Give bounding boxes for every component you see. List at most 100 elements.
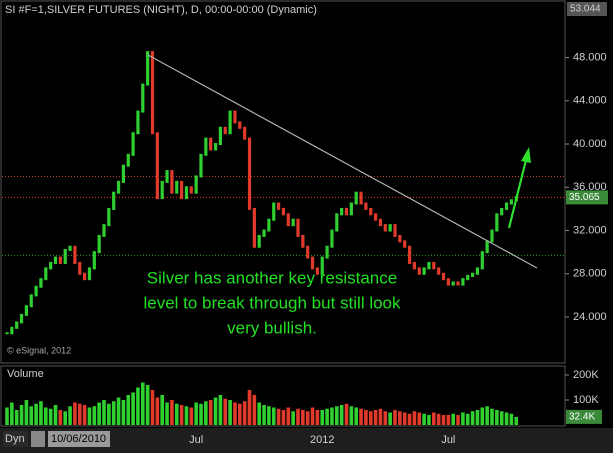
- volume-bar: [87, 407, 92, 425]
- price-bar: [495, 213, 499, 232]
- price-bar: [466, 274, 470, 281]
- volume-bar: [77, 403, 82, 425]
- y-tick-label: 28.000: [573, 268, 607, 280]
- volume-bar: [5, 407, 9, 425]
- price-bar: [209, 137, 213, 151]
- price-bar: [412, 261, 416, 270]
- price-bar: [480, 251, 484, 270]
- volume-bar: [160, 395, 164, 425]
- price-bar: [451, 281, 455, 286]
- volume-bar: [165, 402, 169, 425]
- last-price-box: [566, 190, 608, 205]
- volume-bar: [320, 410, 325, 425]
- y-tick-label: 36.000: [573, 181, 607, 193]
- trendline: [147, 54, 538, 269]
- volume-label: Volume: [7, 368, 44, 380]
- price-bar: [461, 278, 465, 286]
- volume-bar: [150, 390, 155, 425]
- price-bar: [369, 207, 373, 216]
- mode-icon[interactable]: [31, 431, 45, 447]
- price-bar: [378, 218, 383, 227]
- volume-bar: [378, 408, 383, 425]
- volume-bar: [252, 395, 257, 425]
- price-bar: [301, 234, 305, 248]
- volume-bar: [247, 390, 252, 425]
- volume-bar: [422, 413, 426, 425]
- price-bar: [417, 267, 421, 275]
- price-bar: [262, 229, 266, 237]
- volume-bar: [44, 407, 48, 425]
- price-bar: [189, 186, 193, 194]
- volume-bar: [39, 401, 43, 425]
- copyright: © eSignal, 2012: [7, 345, 71, 355]
- price-bar: [281, 207, 286, 216]
- price-bar: [78, 261, 82, 275]
- price-pane: [0, 0, 566, 364]
- volume-bar: [34, 403, 38, 425]
- price-bar: [335, 213, 339, 232]
- mode[interactable]: Dyn: [5, 433, 25, 445]
- volume-bar: [271, 407, 276, 425]
- volume-bar: [267, 406, 271, 425]
- price-bar: [228, 110, 232, 135]
- volume-bar: [10, 402, 14, 425]
- date-box: [48, 431, 110, 447]
- price-bar: [403, 240, 407, 248]
- price-bar: [441, 272, 446, 281]
- volume-bar: [14, 410, 19, 425]
- volume-bar: [402, 412, 407, 425]
- arrow-head: [521, 147, 531, 163]
- price-bar: [286, 213, 290, 227]
- price-bar: [471, 272, 475, 277]
- volume-bar: [48, 408, 53, 425]
- price-bar: [136, 110, 140, 135]
- volume-bar: [257, 402, 261, 425]
- annotation-line: level to break through but still look: [143, 293, 401, 312]
- volume-bar: [116, 397, 121, 425]
- price-bar: [475, 267, 480, 275]
- y-tick-label: 24.000: [573, 311, 607, 323]
- x-tick-label: Jul: [441, 434, 455, 446]
- volume-bar: [174, 403, 179, 425]
- price-bar: [349, 202, 353, 216]
- volume-bar: [136, 387, 140, 425]
- volume-bar: [465, 413, 470, 425]
- price-bar: [490, 229, 494, 243]
- price-bar: [267, 218, 271, 232]
- price-bar: [83, 272, 87, 281]
- price-bar: [44, 267, 48, 281]
- volume-pane: [0, 365, 566, 427]
- volume-bar: [388, 412, 392, 425]
- volume-bar: [204, 401, 208, 425]
- annotation: Silver has another key resistance level …: [143, 268, 401, 337]
- price-bar: [180, 180, 184, 200]
- volume-bar: [368, 411, 373, 425]
- price-bar: [68, 245, 72, 251]
- price-bar: [315, 267, 319, 275]
- price-bar: [340, 207, 344, 216]
- price-bar: [19, 313, 24, 324]
- mode-box[interactable]: [3, 431, 28, 447]
- price-bar: [49, 261, 53, 270]
- price-bar: [320, 256, 324, 275]
- volume-bar: [291, 411, 295, 425]
- volume-bar: [233, 402, 237, 425]
- volume-bar: [179, 405, 184, 425]
- price-bar: [485, 240, 489, 254]
- price-bar: [34, 285, 38, 297]
- volume-bar: [276, 408, 281, 425]
- plot: 24.000 28.000 32.000 36.000 40.000 44.000 48.0…: [2, 51, 608, 446]
- volume-tick-label: 200K: [573, 369, 599, 381]
- volume-bar: [208, 400, 213, 425]
- volume-bar: [286, 407, 291, 425]
- volume-bar: [24, 400, 29, 425]
- price-bar: [199, 153, 203, 178]
- last-volume-label: 32.4K: [569, 412, 595, 423]
- volume-bar: [364, 410, 368, 425]
- volume-bar: [184, 406, 189, 425]
- price-bar: [398, 234, 402, 243]
- price-bar: [126, 153, 130, 167]
- y-tick-label: 48.000: [573, 51, 607, 63]
- price-bar: [233, 110, 237, 124]
